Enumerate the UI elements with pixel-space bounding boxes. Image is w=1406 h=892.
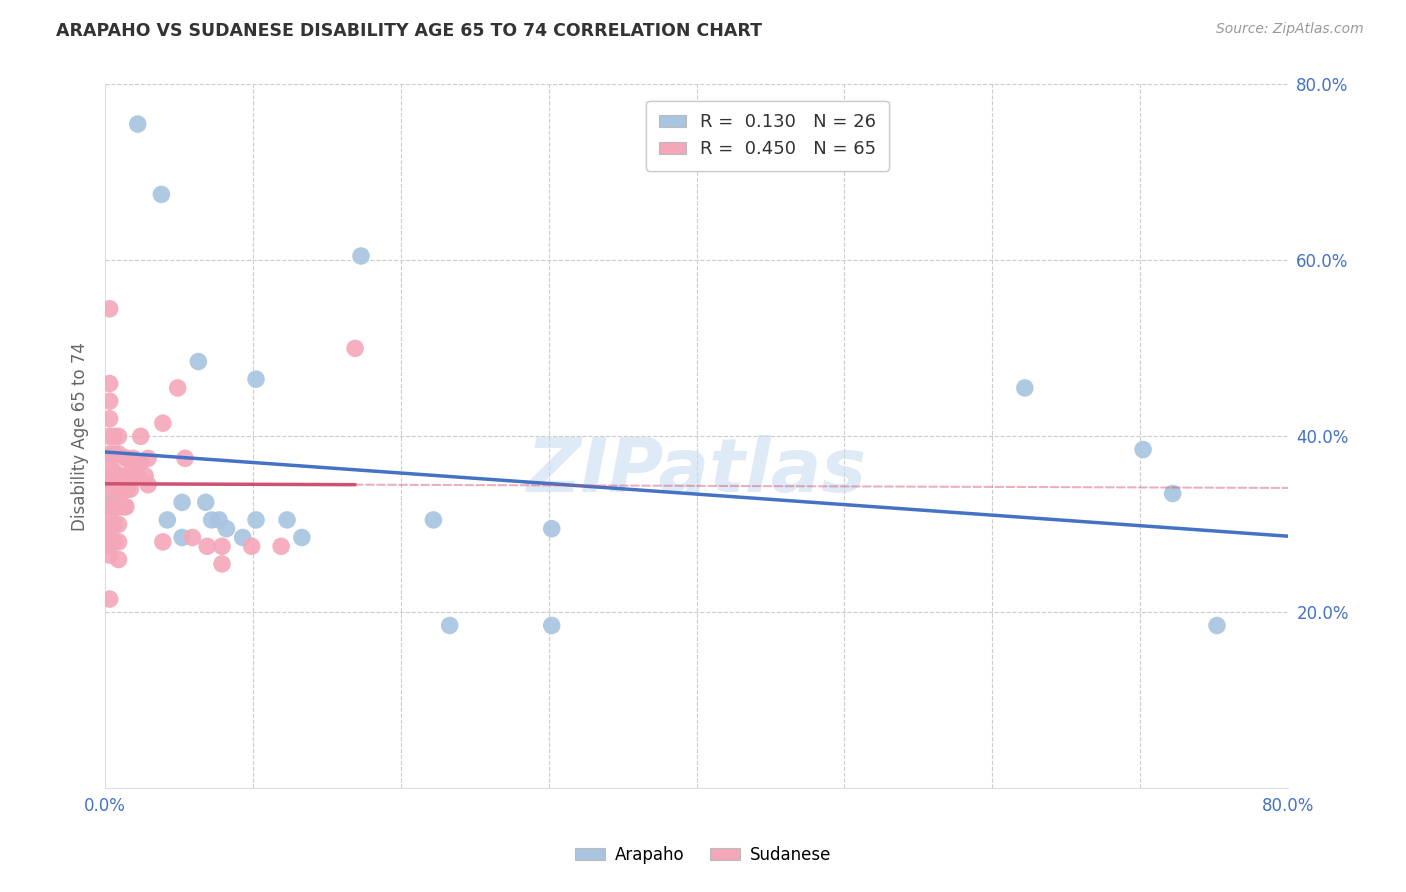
Point xyxy=(174,451,197,466)
Point xyxy=(134,469,156,483)
Point xyxy=(117,451,139,466)
Legend: R =  0.130   N = 26, R =  0.450   N = 65: R = 0.130 N = 26, R = 0.450 N = 65 xyxy=(647,101,889,170)
Point xyxy=(98,539,121,553)
Point xyxy=(136,477,159,491)
Point xyxy=(291,531,314,545)
Point xyxy=(98,301,121,316)
Point xyxy=(115,500,138,514)
Point xyxy=(201,513,224,527)
Point xyxy=(194,495,217,509)
Point xyxy=(156,513,179,527)
Point xyxy=(114,482,136,496)
Point xyxy=(98,429,121,443)
Point xyxy=(103,447,125,461)
Point xyxy=(1132,442,1154,457)
Point xyxy=(107,429,129,443)
Y-axis label: Disability Age 65 to 74: Disability Age 65 to 74 xyxy=(72,342,89,531)
Point xyxy=(1014,381,1036,395)
Point xyxy=(107,447,129,461)
Point xyxy=(103,482,125,496)
Point xyxy=(122,469,145,483)
Point xyxy=(98,447,121,461)
Point xyxy=(115,482,138,496)
Point xyxy=(100,469,122,483)
Point xyxy=(98,469,121,483)
Point xyxy=(98,592,121,607)
Point xyxy=(195,539,218,553)
Point xyxy=(276,513,298,527)
Point xyxy=(350,249,373,263)
Point xyxy=(107,535,129,549)
Point xyxy=(127,469,149,483)
Point xyxy=(422,513,444,527)
Point xyxy=(172,495,194,509)
Point xyxy=(98,456,121,470)
Point xyxy=(107,482,129,496)
Point xyxy=(107,469,129,483)
Point xyxy=(115,451,138,466)
Point xyxy=(107,517,129,532)
Point xyxy=(270,539,292,553)
Point xyxy=(98,394,121,409)
Point xyxy=(127,117,149,131)
Point xyxy=(110,500,132,514)
Point xyxy=(98,508,121,523)
Point xyxy=(129,456,152,470)
Point xyxy=(540,618,562,632)
Point xyxy=(100,495,122,509)
Point xyxy=(129,429,152,443)
Point xyxy=(136,451,159,466)
Point xyxy=(107,552,129,566)
Point xyxy=(107,500,129,514)
Point xyxy=(172,531,194,545)
Point xyxy=(103,517,125,532)
Point xyxy=(344,342,367,356)
Point xyxy=(98,411,121,425)
Point xyxy=(211,539,233,553)
Point xyxy=(1161,486,1184,500)
Point xyxy=(114,500,136,514)
Point xyxy=(208,513,231,527)
Point xyxy=(120,469,142,483)
Point xyxy=(439,618,461,632)
Point xyxy=(103,500,125,514)
Point xyxy=(245,372,267,386)
Point xyxy=(98,500,121,514)
Point xyxy=(98,376,121,391)
Point xyxy=(152,416,174,430)
Point xyxy=(152,535,174,549)
Point xyxy=(215,522,238,536)
Point xyxy=(150,187,173,202)
Text: ARAPAHO VS SUDANESE DISABILITY AGE 65 TO 74 CORRELATION CHART: ARAPAHO VS SUDANESE DISABILITY AGE 65 TO… xyxy=(56,22,762,40)
Point xyxy=(245,513,267,527)
Point xyxy=(240,539,263,553)
Point xyxy=(125,456,148,470)
Point xyxy=(98,531,121,545)
Point xyxy=(103,429,125,443)
Point xyxy=(98,482,121,496)
Point xyxy=(166,381,188,395)
Point xyxy=(540,522,562,536)
Point xyxy=(122,451,145,466)
Point xyxy=(117,469,139,483)
Point xyxy=(187,354,209,368)
Point xyxy=(98,522,121,536)
Point xyxy=(117,482,139,496)
Text: Source: ZipAtlas.com: Source: ZipAtlas.com xyxy=(1216,22,1364,37)
Point xyxy=(110,482,132,496)
Point xyxy=(211,557,233,571)
Legend: Arapaho, Sudanese: Arapaho, Sudanese xyxy=(568,839,838,871)
Point xyxy=(181,531,204,545)
Point xyxy=(103,465,125,479)
Point xyxy=(232,531,254,545)
Point xyxy=(98,548,121,562)
Point xyxy=(115,469,138,483)
Point xyxy=(1206,618,1229,632)
Text: ZIPatlas: ZIPatlas xyxy=(527,435,866,508)
Point xyxy=(110,469,132,483)
Point xyxy=(120,482,142,496)
Point xyxy=(103,535,125,549)
